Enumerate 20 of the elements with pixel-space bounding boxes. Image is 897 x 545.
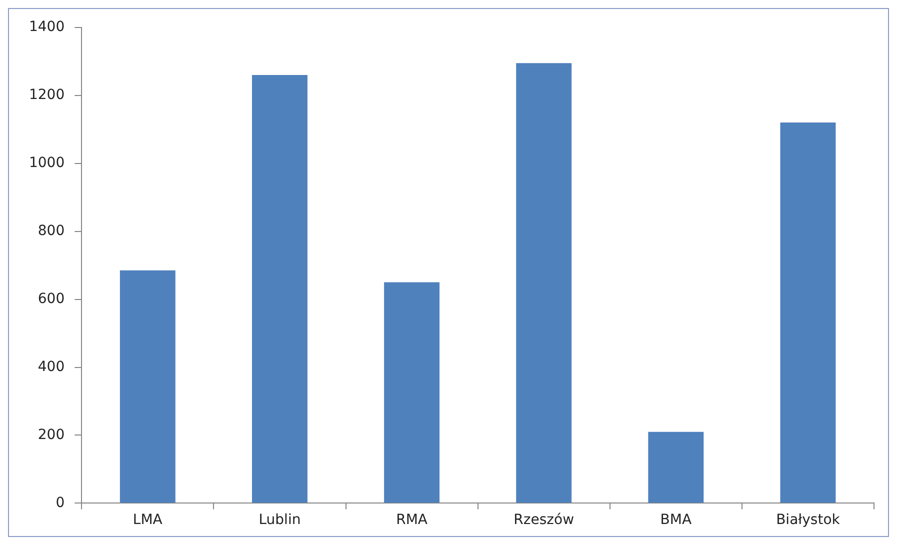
bar [252, 74, 308, 503]
y-tick-label: 400 [38, 358, 65, 375]
y-tick-label: 1400 [28, 19, 65, 36]
bar [648, 432, 704, 503]
x-tick-label: LMA [132, 512, 163, 528]
bar [780, 122, 836, 503]
y-tick-label: 1000 [28, 154, 65, 171]
x-tick-label: RMA [396, 512, 428, 528]
y-tick-label: 1200 [28, 87, 65, 104]
y-tick-label: 600 [38, 290, 65, 307]
bar [384, 282, 440, 503]
bar [120, 270, 176, 503]
y-tick-label: 0 [56, 494, 65, 511]
x-tick-label: Lublin [258, 512, 301, 528]
x-tick-label: Białystok [776, 512, 841, 528]
y-tick-label: 200 [38, 426, 65, 443]
x-tick-label: Rzeszów [514, 512, 574, 528]
y-tick-label: 800 [38, 222, 65, 239]
bar [516, 63, 572, 503]
x-tick-label: BMA [660, 512, 692, 528]
